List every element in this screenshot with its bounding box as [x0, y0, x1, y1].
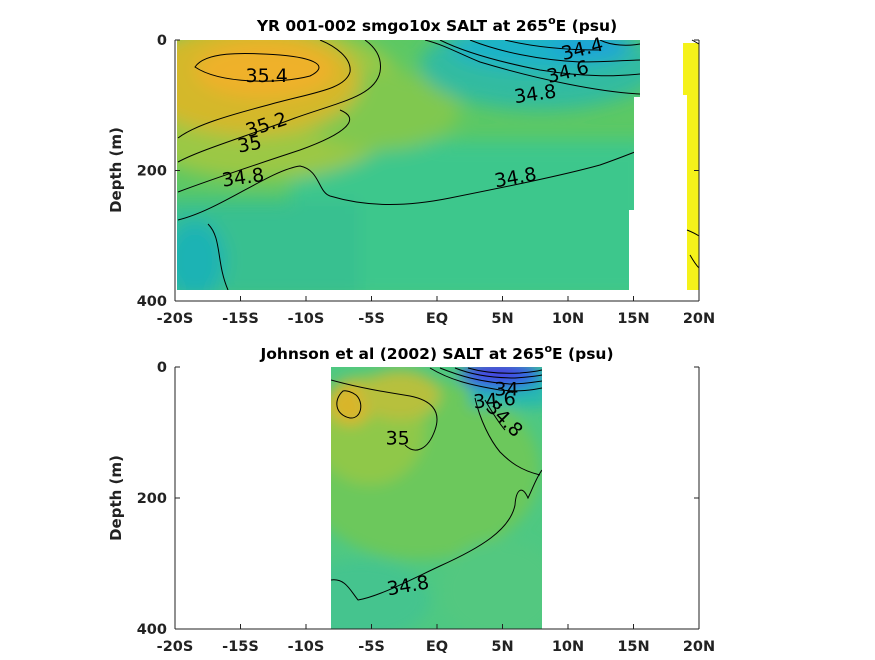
top-y-tick-label: 0 [157, 33, 167, 49]
bottom-y-tick-label: 0 [157, 360, 167, 376]
top-salinity-field [177, 40, 640, 290]
bottom-x-tick-label: 10N [552, 639, 584, 655]
top-x-tick-label: EQ [426, 311, 448, 327]
bottom-salinity-field [331, 367, 542, 629]
top-contour-label: 35 [236, 132, 264, 158]
bottom-x-tick-label: -5S [358, 639, 385, 655]
top-panel-title: YR 001-002 smgo10x SALT at 265oE (psu) [256, 14, 617, 35]
bottom-y-tick-label: 400 [137, 622, 167, 638]
bottom-x-tick-label: 5N [491, 639, 513, 655]
top-x-tick-label: 10N [552, 311, 584, 327]
bottom-contour-label: 34.6 [473, 388, 517, 414]
top-x-tick-label: -10S [288, 311, 325, 327]
bottom-x-tick-label: -20S [157, 639, 194, 655]
bottom-contour-label: 34 [494, 378, 518, 400]
bottom-axis-ticks: -20S -15S -10S -5S EQ 5N 10N 15N 20N 0 200 400 [137, 360, 715, 655]
top-x-tick-label: 15N [617, 311, 649, 327]
top-y-tick-label: 200 [137, 164, 167, 180]
bottom-x-tick-label: 15N [617, 639, 649, 655]
bottom-contour-label: 35 [386, 428, 410, 450]
top-y-axis-label: Depth (m) [107, 127, 125, 213]
top-x-tick-label: 5N [491, 311, 513, 327]
bottom-panel-title: Johnson et al (2002) SALT at 265oE (psu) [259, 342, 613, 363]
top-axis-ticks: -20S -15S -10S -5S EQ 5N 10N 15N 20N 0 200 400 [137, 33, 715, 327]
bottom-x-tick-label: 20N [683, 639, 715, 655]
top-right-strip [683, 39, 700, 290]
bottom-x-tick-label: EQ [426, 639, 448, 655]
top-contour-label: 35.4 [246, 65, 288, 87]
top-x-tick-label: -20S [157, 311, 194, 327]
top-x-tick-label: -5S [358, 311, 385, 327]
bottom-x-tick-label: -10S [288, 639, 325, 655]
top-x-tick-label: 20N [683, 311, 715, 327]
bottom-panel: Johnson et al (2002) SALT at 265oE (psu) [107, 342, 715, 655]
bottom-y-tick-label: 200 [137, 491, 167, 507]
bottom-x-tick-label: -15S [222, 639, 259, 655]
bottom-y-axis-label: Depth (m) [107, 455, 125, 541]
top-panel: YR 001-002 smgo10x SALT at 265oE (psu) [107, 14, 715, 327]
top-x-tick-label: -15S [222, 311, 259, 327]
top-y-tick-label: 400 [137, 294, 167, 310]
